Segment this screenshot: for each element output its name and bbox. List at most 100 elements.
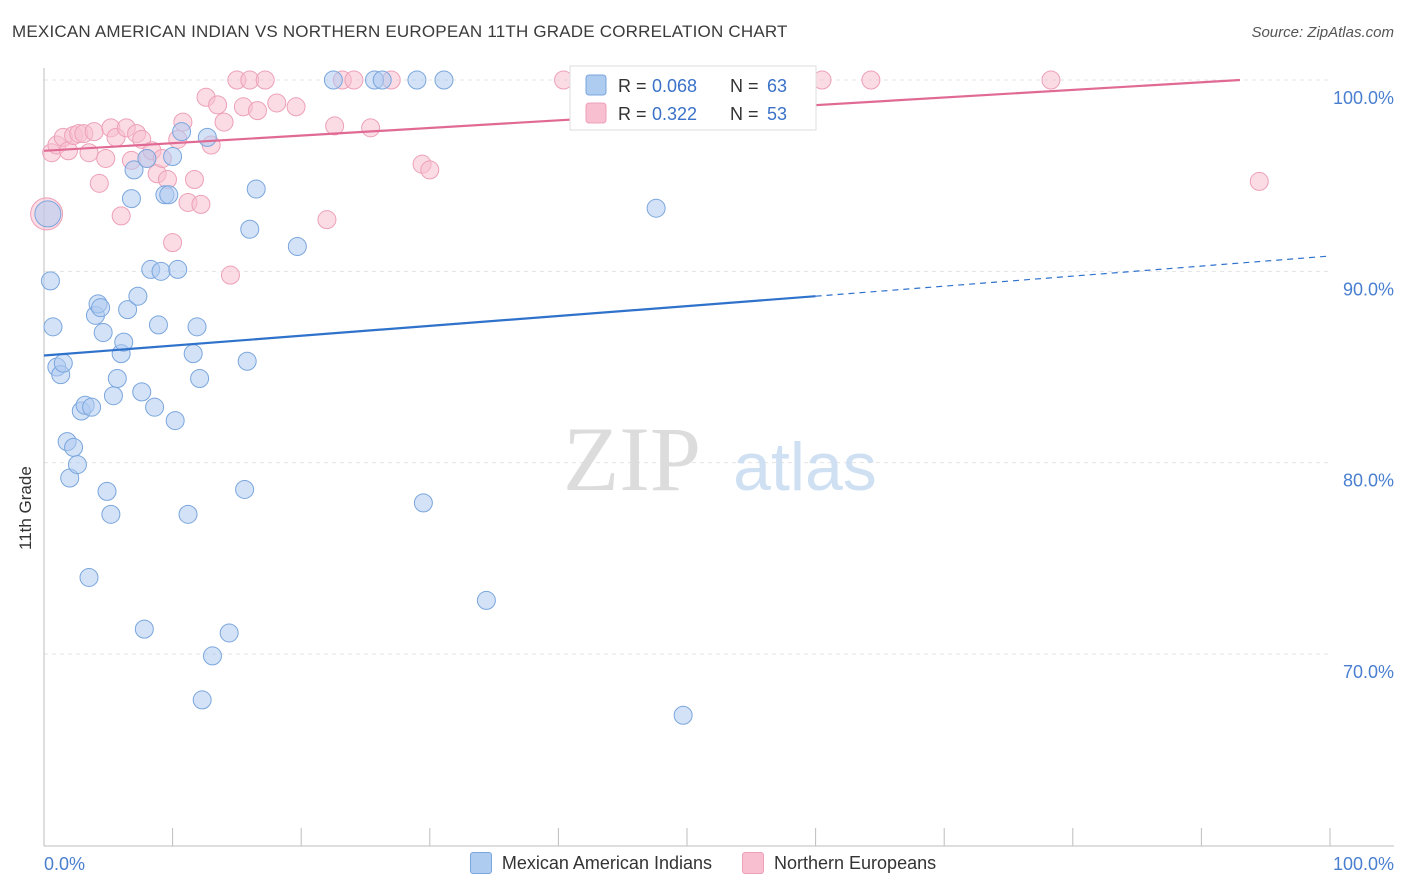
point-mexican-american-indians: [97, 481, 117, 501]
x-tick-label-max: 100.0%: [1333, 854, 1394, 874]
y-tick-labels: 70.0% 80.0% 90.0% 100.0%: [1333, 88, 1394, 682]
y-tick-label: 70.0%: [1343, 662, 1394, 682]
legend-box-frame: [569, 65, 817, 131]
point-mexican-american-indians: [372, 70, 392, 90]
point-mexican-american-indians: [434, 70, 454, 90]
legend-n-value-pink: 53: [767, 104, 787, 124]
point-mexican-american-indians: [192, 690, 212, 710]
point-mexican-american-indians: [121, 189, 141, 209]
x-tick-label-min: 0.0%: [44, 854, 85, 874]
series-legend: Mexican American Indians Northern Europe…: [0, 852, 1406, 874]
point-northern-europeans: [191, 194, 211, 214]
point-mexican-american-indians: [151, 261, 171, 281]
point-northern-europeans: [89, 173, 109, 193]
legend-swatch-northern-europeans: [742, 852, 764, 874]
point-mexican-american-indians: [101, 504, 121, 524]
point-mexican-american-indians: [124, 160, 144, 180]
point-northern-europeans: [247, 101, 267, 121]
chart-title: MEXICAN AMERICAN INDIAN VS NORTHERN EURO…: [12, 22, 788, 41]
point-mexican-american-indians: [79, 567, 99, 587]
legend-label-northern-europeans: Northern Europeans: [774, 852, 937, 873]
point-mexican-american-indians: [43, 317, 63, 337]
point-mexican-american-indians: [91, 298, 111, 318]
point-mexican-american-indians: [237, 351, 257, 371]
point-mexican-american-indians: [40, 271, 60, 291]
legend-swatch-mexican-american-indians: [469, 852, 492, 874]
point-northern-europeans: [420, 160, 440, 180]
point-mexican-american-indians: [178, 504, 198, 524]
axes: [43, 68, 1394, 847]
legend-n-label-pink: N =: [730, 104, 759, 124]
point-mexican-american-indians: [137, 148, 157, 168]
legend-n-value-blue: 63: [767, 76, 787, 96]
point-mexican-american-indians: [168, 259, 188, 279]
legend-r-label-pink: R =: [618, 104, 647, 124]
point-northern-europeans: [184, 169, 204, 189]
point-mexican-american-indians: [145, 397, 165, 417]
point-mexican-american-indians: [148, 315, 168, 335]
y-tick-label: 80.0%: [1343, 471, 1394, 491]
grid-lines: [44, 79, 1330, 655]
point-mexican-american-indians: [132, 382, 152, 402]
point-northern-europeans: [220, 265, 240, 285]
point-mexican-american-indians: [407, 70, 427, 90]
trend-line-extension-mexican-american-indians: [815, 255, 1331, 297]
y-tick-label: 100.0%: [1333, 88, 1394, 108]
point-mexican-american-indians: [165, 411, 185, 431]
point-northern-europeans: [79, 143, 99, 163]
point-northern-europeans: [208, 95, 228, 115]
point-mexican-american-indians: [128, 286, 148, 306]
point-northern-europeans: [163, 233, 183, 253]
point-mexican-american-indians: [159, 185, 179, 205]
point-mexican-american-indians: [202, 646, 222, 666]
point-mexican-american-indians: [64, 437, 84, 457]
point-northern-europeans: [317, 210, 337, 230]
point-mexican-american-indians: [53, 353, 73, 373]
point-mexican-american-indians: [413, 493, 433, 513]
point-mexican-american-indians: [190, 368, 210, 388]
point-mexican-american-indians: [93, 323, 113, 343]
legend-label-mexican-american-indians: Mexican American Indians: [501, 852, 712, 873]
watermark-zip: ZIP: [563, 408, 701, 510]
point-mexican-american-indians: [673, 705, 693, 725]
point-mexican-american-indians: [172, 122, 192, 142]
legend-n-label-blue: N =: [730, 76, 759, 96]
point-mexican-american-indians: [118, 300, 138, 320]
watermark: ZIP atlas: [563, 408, 877, 510]
legend-r-value-pink: 0.322: [652, 104, 697, 124]
point-mexican-american-indians: [219, 623, 239, 643]
legend-item-northern-europeans[interactable]: Northern Europeans: [742, 852, 936, 874]
point-mexican-american-indians: [34, 200, 62, 228]
point-northern-europeans: [84, 122, 104, 142]
point-mexican-american-indians: [114, 332, 134, 352]
point-mexican-american-indians: [183, 344, 203, 364]
point-mexican-american-indians: [646, 198, 666, 218]
series-northern-europeans: [30, 70, 1269, 285]
point-northern-europeans: [286, 97, 306, 117]
legend-swatch-pink: [585, 102, 607, 124]
point-northern-europeans: [1249, 171, 1269, 191]
point-mexican-american-indians: [287, 236, 307, 256]
point-mexican-american-indians: [246, 179, 266, 199]
point-northern-europeans: [361, 118, 381, 138]
y-tick-label: 90.0%: [1343, 279, 1394, 299]
trend-line-mexican-american-indians: [43, 295, 816, 357]
point-mexican-american-indians: [235, 479, 255, 499]
point-mexican-american-indians: [240, 219, 260, 239]
point-mexican-american-indians: [103, 386, 123, 406]
point-mexican-american-indians: [107, 368, 127, 388]
point-northern-europeans: [111, 206, 131, 226]
point-northern-europeans: [344, 70, 364, 90]
point-mexican-american-indians: [67, 455, 87, 475]
point-northern-europeans: [96, 148, 116, 168]
point-northern-europeans: [325, 116, 345, 136]
legend-item-mexican-american-indians[interactable]: Mexican American Indians: [469, 852, 712, 874]
point-northern-europeans: [255, 70, 275, 90]
point-mexican-american-indians: [323, 70, 343, 90]
legend-r-label-blue: R =: [618, 76, 647, 96]
point-mexican-american-indians: [476, 590, 496, 610]
point-mexican-american-indians: [187, 317, 207, 337]
point-northern-europeans: [214, 112, 234, 132]
series-mexican-american-indians: [34, 70, 693, 725]
